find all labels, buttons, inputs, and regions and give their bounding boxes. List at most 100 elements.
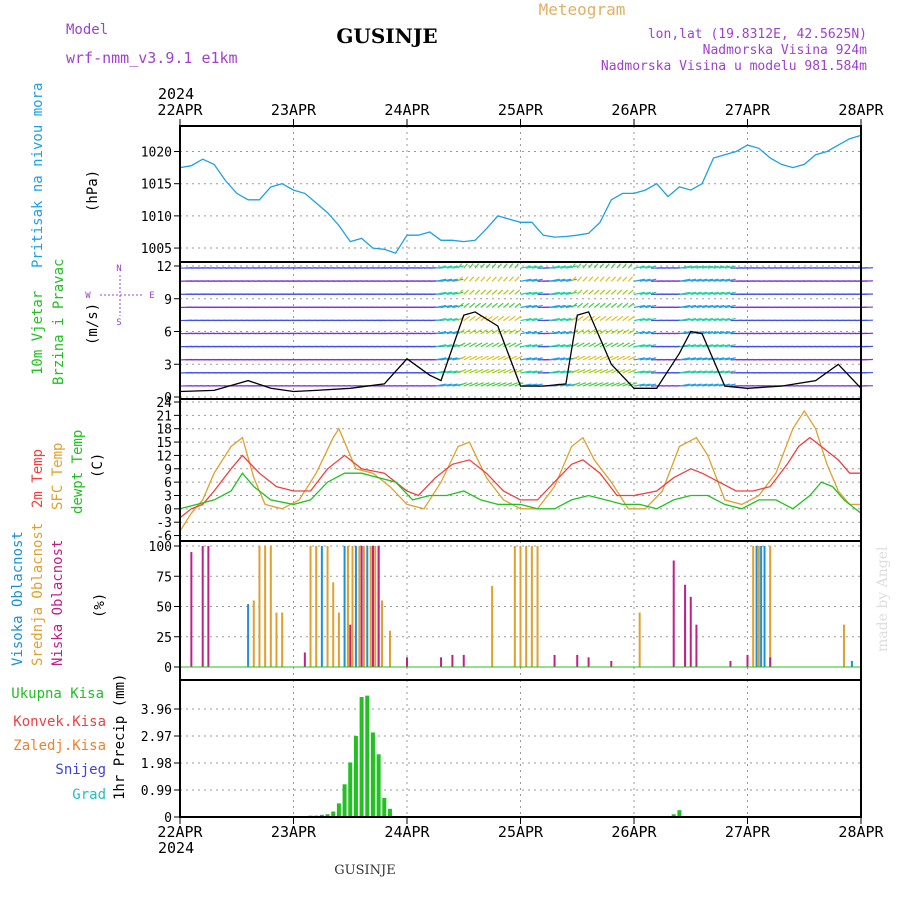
wind-arrow [503, 382, 513, 387]
wind-arrow [468, 276, 475, 282]
wind-arrow [452, 304, 464, 309]
wind-arrow [616, 263, 622, 269]
data-layer [179, 134, 862, 817]
wind-arrow [582, 368, 592, 374]
cloud-unit: (%) [92, 593, 108, 618]
pressure-line [179, 134, 862, 254]
wind-arrow [491, 382, 501, 387]
wind-arrow [639, 291, 651, 295]
wind-arrow [474, 355, 483, 361]
wind-arrow [474, 382, 484, 387]
wind-arrow [446, 383, 458, 387]
cloud-low-label: Niska Oblacnost [50, 540, 66, 666]
wind-arrow [440, 331, 453, 335]
wind-arrow [724, 291, 736, 295]
low-cloud-bar [587, 657, 590, 667]
wind-arrow [576, 342, 585, 348]
wind-arrow [594, 382, 603, 387]
wind-arrow [616, 302, 623, 308]
wind-arrow [571, 302, 578, 308]
wind-arrow [469, 382, 479, 387]
wind-arrow [474, 302, 481, 308]
wind-arrow [548, 317, 560, 322]
wind-arrow [622, 289, 628, 295]
wind-arrow [639, 317, 651, 322]
wind-arrow [486, 355, 495, 361]
wind-arrow [713, 344, 725, 348]
wind-arrow [593, 263, 599, 269]
wind-arrow [594, 368, 603, 374]
wind-arrow [713, 383, 725, 387]
wind-arrow [440, 278, 453, 282]
high-cloud-bar [247, 604, 250, 667]
wind-arrow [520, 265, 532, 269]
mid-cloud-bar [362, 546, 365, 667]
wind-arrow [616, 382, 626, 387]
low-cloud-bar [610, 660, 613, 667]
top-xtick-label: 26APR [611, 101, 657, 119]
mid-cloud-bar [769, 546, 772, 667]
top-xtick-label: 23APR [271, 101, 317, 119]
temperature-ytick-label: 0 [164, 503, 172, 518]
wind-arrow [486, 368, 495, 374]
wind-arrow [531, 278, 543, 282]
wind-arrow [645, 291, 657, 295]
wind-arrow [593, 289, 600, 295]
wind-arrow [548, 265, 560, 269]
wind-arrow [491, 315, 499, 322]
top-xtick-label: 22APR [157, 101, 203, 119]
top-xtick-label: 25APR [498, 101, 544, 119]
wind-arrow [627, 302, 635, 308]
wind-arrow [639, 331, 651, 335]
wind-arrow [486, 329, 494, 335]
wind-arrow [599, 382, 609, 387]
wind-arrow [565, 291, 577, 295]
wind-arrow [701, 265, 714, 269]
wind-arrow [633, 304, 645, 309]
wind-arrow [457, 355, 466, 361]
wind-arrow [701, 291, 714, 295]
wind-ytick-label: 12 [156, 260, 172, 275]
wind-arrow [616, 329, 624, 335]
wind-arrow [520, 291, 532, 295]
temp-unit: (C) [90, 453, 106, 478]
wind-arrow [690, 317, 702, 322]
wind-arrow [554, 291, 566, 295]
wind-arrow [480, 368, 490, 374]
wind-arrow [724, 370, 736, 374]
wind-arrow [622, 315, 629, 322]
wind-arrow [611, 382, 621, 387]
temperature-ytick-label: -6 [156, 530, 172, 545]
wind-compass: N W E S [85, 264, 154, 328]
wind-arrow [724, 357, 736, 361]
wind-arrow [628, 368, 637, 374]
total-precip-bar [353, 736, 358, 817]
wind-arrow [571, 276, 577, 282]
wind-arrow [707, 304, 719, 309]
wind-arrow [679, 383, 691, 387]
compass-west: W [85, 291, 91, 301]
wind-arrow [633, 357, 645, 361]
wind-arrow [435, 317, 447, 322]
wind-arrow [508, 315, 516, 322]
wind-arrow [526, 317, 538, 322]
compass-south: S [116, 318, 121, 328]
precip-unit: 1hr Precip (mm) [112, 674, 128, 800]
wind-arrow [701, 370, 714, 374]
wind-arrow [593, 342, 602, 348]
wind-arrow [491, 302, 498, 308]
wind-arrow [679, 265, 691, 269]
wind-arrow [696, 357, 708, 361]
wind-arrow [508, 382, 518, 387]
wind-arrow [639, 383, 651, 387]
wind-arrow [480, 315, 488, 322]
wind-arrow [582, 276, 588, 282]
wind-label-1: 10m Vjetar [30, 291, 46, 375]
low-cloud-bar [360, 546, 363, 667]
top-xtick-label: 24APR [384, 101, 430, 119]
wind-arrow [457, 368, 467, 374]
wind-arrow [554, 331, 566, 335]
wind-arrow [582, 342, 591, 348]
wind-arrow [605, 315, 612, 322]
wind-arrow [576, 315, 584, 322]
